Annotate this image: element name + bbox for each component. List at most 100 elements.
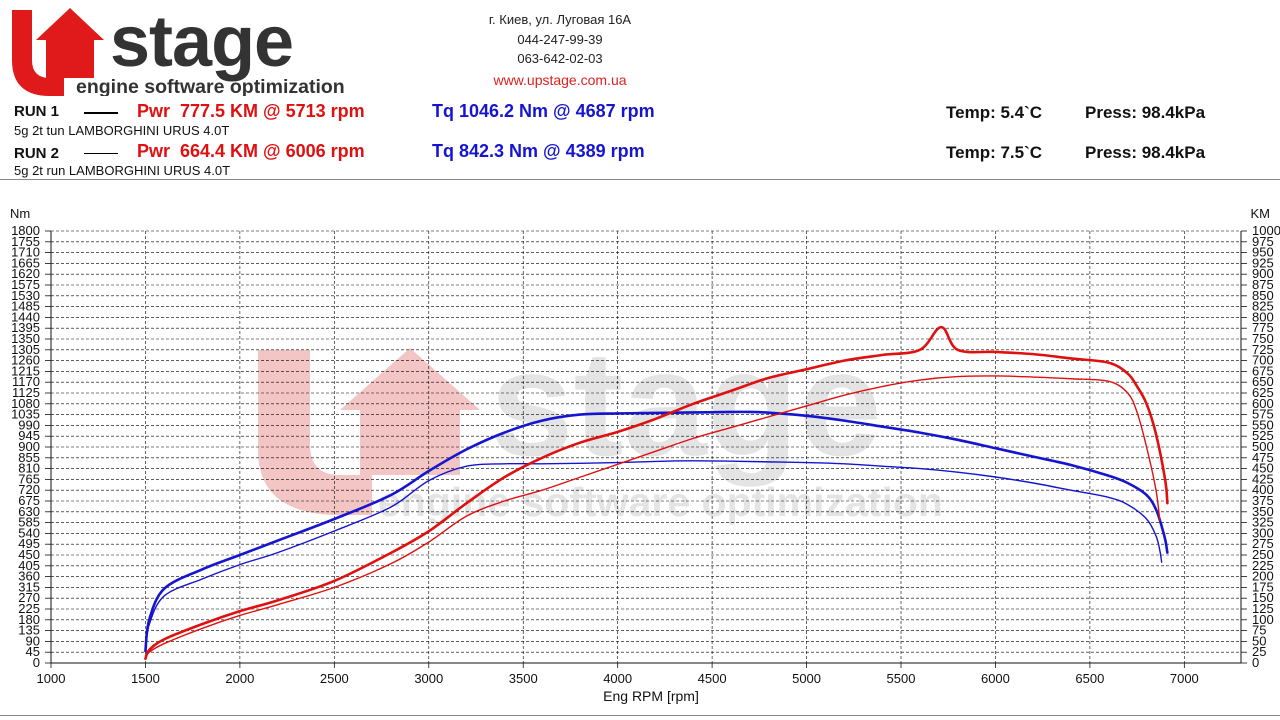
y-right-tick-label: 0 [1252, 655, 1259, 670]
y-right-tick-label: 875 [1252, 277, 1274, 292]
y-left-tick-label: 720 [18, 482, 40, 497]
y-left-tick-label: 90 [26, 633, 40, 648]
x-tick-label: 5000 [792, 671, 821, 686]
run1-press: Press: 98.4kPa [1085, 103, 1206, 122]
y-left-tick-label: 450 [18, 547, 40, 562]
y-left-tick-label: 675 [18, 493, 40, 508]
y-left-tick-label: 1800 [11, 223, 40, 238]
y-right-tick-label: 550 [1252, 417, 1274, 432]
y-right-tick-label: 200 [1252, 569, 1274, 584]
y-right-tick-label: 900 [1252, 266, 1274, 281]
y-right-tick-label: 75 [1252, 623, 1266, 638]
run1-temp: Temp: 5.4`C [946, 103, 1043, 122]
y-right-tick-label: 100 [1252, 612, 1274, 627]
y-right-tick-label: 375 [1252, 493, 1274, 508]
y-right-tick-label: 125 [1252, 601, 1274, 616]
y-left-tick-label: 1440 [11, 309, 40, 324]
x-tick-label: 7000 [1170, 671, 1199, 686]
y-right-tick-label: 1000 [1252, 223, 1280, 238]
y-left-tick-label: 45 [26, 644, 40, 659]
run1-label: RUN 1 [14, 103, 60, 120]
y-left-tick-label: 1080 [11, 396, 40, 411]
x-tick-label: 1500 [131, 671, 160, 686]
y-left-tick-label: 225 [18, 601, 40, 616]
y-right-tick-label: 25 [1252, 644, 1266, 659]
y-right-tick-label: 925 [1252, 255, 1274, 270]
run1-torque-line [144, 410, 1169, 653]
y-right-tick-label: 50 [1252, 633, 1266, 648]
logo-arrow [36, 8, 104, 78]
y-right-tick-label: 850 [1252, 288, 1274, 303]
y-right-tick-label: 700 [1252, 353, 1274, 368]
watermark-tagline: engine software optimization [378, 479, 943, 525]
logo-wordmark: stage [110, 4, 293, 82]
y-right-tick-label: 175 [1252, 579, 1274, 594]
y-left-tick-label: 1575 [11, 277, 40, 292]
y-right-tick-label: 650 [1252, 374, 1274, 389]
y-right-tick-label: 575 [1252, 407, 1274, 422]
y-left-tick-label: 0 [33, 655, 40, 670]
address: г. Киев, ул. Луговая 16А [488, 12, 632, 27]
run2-torque: Tq 842.3 Nm @ 4389 rpm [432, 141, 645, 161]
y-left-tick-label: 270 [18, 590, 40, 605]
y-left-tick-label: 1305 [11, 342, 40, 357]
y-right-tick-label: 475 [1252, 450, 1274, 465]
y-right-tick-label: 950 [1252, 245, 1274, 260]
y-left-tick-label: 1260 [11, 353, 40, 368]
y-left-tick-label: 1215 [11, 363, 40, 378]
y-right-tick-label: 675 [1252, 363, 1274, 378]
x-tick-label: 2500 [320, 671, 349, 686]
y-right-axis-label: KM [1251, 206, 1271, 221]
y-left-tick-label: 1755 [11, 234, 40, 249]
y-right-tick-label: 600 [1252, 396, 1274, 411]
x-tick-label: 1000 [37, 671, 66, 686]
y-left-axis-label: Nm [10, 206, 30, 221]
y-left-tick-label: 765 [18, 471, 40, 486]
logo-u-shape [12, 10, 64, 96]
y-right-tick-label: 525 [1252, 428, 1274, 443]
y-left-tick-label: 1395 [11, 320, 40, 335]
x-tick-label: 4500 [698, 671, 727, 686]
y-right-tick-label: 800 [1252, 309, 1274, 324]
y-left-tick-label: 1710 [11, 245, 40, 260]
x-tick-label: 2000 [225, 671, 254, 686]
x-tick-label: 6000 [981, 671, 1010, 686]
x-tick-label: 3000 [414, 671, 443, 686]
x-tick-label: 4000 [603, 671, 632, 686]
x-axis-label: Eng RPM [rpm] [603, 688, 699, 704]
y-right-tick-label: 425 [1252, 471, 1274, 486]
run1-power-line [144, 325, 1169, 660]
y-right-tick-label: 500 [1252, 439, 1274, 454]
logo-tagline: engine software optimization [76, 76, 345, 96]
y-right-tick-label: 225 [1252, 558, 1274, 573]
run2-description: 5g 2t run LAMBORGHINI URUS 4.0T [14, 163, 231, 178]
run1-description: 5g 2t tun LAMBORGHINI URUS 4.0T [14, 123, 230, 138]
y-right-tick-label: 275 [1252, 536, 1274, 551]
y-right-tick-label: 250 [1252, 547, 1274, 562]
run2-torque-line [144, 460, 1163, 652]
run2-press: Press: 98.4kPa [1085, 143, 1206, 162]
website-link[interactable]: www.upstage.com.ua [493, 72, 627, 88]
y-left-tick-label: 180 [18, 612, 40, 627]
upstage-logo: stage engine software optimization [12, 4, 345, 96]
y-right-tick-label: 625 [1252, 385, 1274, 400]
y-right-tick-label: 150 [1252, 590, 1274, 605]
y-left-tick-label: 1485 [11, 299, 40, 314]
y-left-tick-label: 540 [18, 525, 40, 540]
y-right-tick-label: 350 [1252, 504, 1274, 519]
watermark-u-shape [258, 350, 372, 515]
y-left-tick-label: 1035 [11, 407, 40, 422]
run2-label: RUN 2 [14, 145, 60, 162]
y-left-tick-label: 1350 [11, 331, 40, 346]
watermark-arrow [340, 348, 480, 475]
y-right-tick-label: 775 [1252, 320, 1274, 335]
y-right-tick-label: 725 [1252, 342, 1274, 357]
phone-1: 044-247-99-39 [517, 32, 603, 47]
run2-temp: Temp: 7.5`C [946, 143, 1043, 162]
run1-line-sample [84, 112, 118, 114]
y-left-tick-label: 900 [18, 439, 40, 454]
y-right-tick-label: 300 [1252, 525, 1274, 540]
y-left-tick-label: 810 [18, 461, 40, 476]
x-tick-label: 3500 [509, 671, 538, 686]
